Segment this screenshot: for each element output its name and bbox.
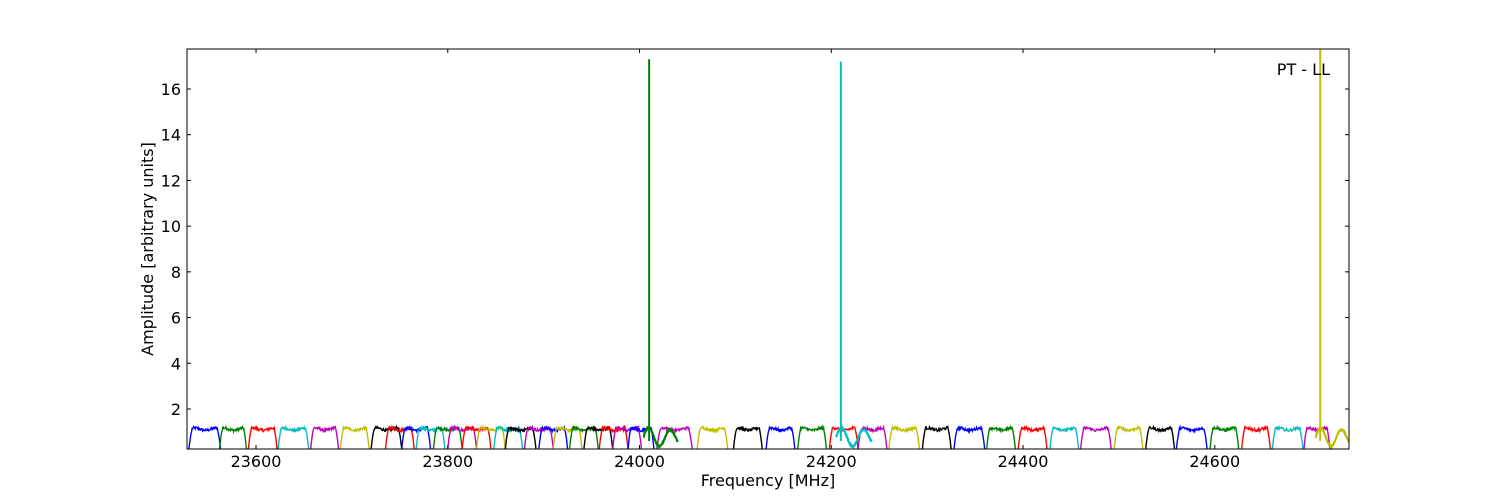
x-axis-label: Frequency [MHz] xyxy=(701,471,835,490)
ringing-trace xyxy=(835,425,873,449)
channel-trace xyxy=(656,425,693,449)
channel-trace xyxy=(1017,424,1048,449)
x-tick-label: 23800 xyxy=(422,452,473,471)
x-tick-label: 24600 xyxy=(1189,452,1240,471)
channel-trace xyxy=(339,425,370,449)
channel-trace xyxy=(384,424,415,449)
y-tick-label: 8 xyxy=(171,263,181,282)
channel-trace xyxy=(370,424,403,449)
axis-ticks: 23600 23800 24000 24200 24400 24600 2 4 6 8 10 12 14… xyxy=(161,49,1349,471)
x-tick-label: 23600 xyxy=(231,452,282,471)
channel-trace xyxy=(797,424,828,449)
channel-trace xyxy=(985,424,1017,449)
channel-trace xyxy=(583,425,614,449)
channel-trace xyxy=(1145,425,1176,449)
y-tick-label: 4 xyxy=(171,354,181,373)
channel-trace xyxy=(504,424,537,449)
x-tick-label: 24200 xyxy=(806,452,857,471)
channel-trace xyxy=(732,425,763,449)
y-tick-label: 14 xyxy=(161,126,181,145)
plot-frame xyxy=(186,48,1350,450)
channel-trace xyxy=(1079,425,1112,449)
y-axis-label: Amplitude [arbitrary units] xyxy=(138,142,157,356)
x-tick-label: 24400 xyxy=(998,452,1049,471)
channel-trace xyxy=(765,425,796,449)
y-tick-label: 6 xyxy=(171,309,181,328)
channel-trace xyxy=(277,424,310,449)
channel-trace xyxy=(1175,424,1208,449)
channel-trace xyxy=(1209,424,1240,449)
chart-annotation: PT - LL xyxy=(1277,60,1330,79)
channel-trace xyxy=(953,424,986,449)
channel-trace xyxy=(218,424,248,449)
plot-area xyxy=(188,49,1349,449)
y-tick-label: 2 xyxy=(171,400,181,419)
channel-trace xyxy=(1303,425,1331,449)
y-tick-label: 12 xyxy=(161,171,181,190)
channel-trace xyxy=(310,425,340,449)
channel-trace xyxy=(1049,425,1080,449)
channel-trace xyxy=(921,424,952,449)
channel-trace xyxy=(696,425,729,449)
channel-trace xyxy=(247,425,278,449)
channel-trace xyxy=(1271,424,1304,449)
x-tick-label: 24000 xyxy=(614,452,665,471)
channel-trace xyxy=(888,424,921,449)
channel-trace xyxy=(1113,424,1144,449)
channel-trace xyxy=(401,425,432,449)
y-tick-label: 16 xyxy=(161,80,181,99)
y-tick-label: 10 xyxy=(161,217,181,236)
channel-trace xyxy=(188,425,222,449)
channel-trace xyxy=(1240,424,1272,449)
